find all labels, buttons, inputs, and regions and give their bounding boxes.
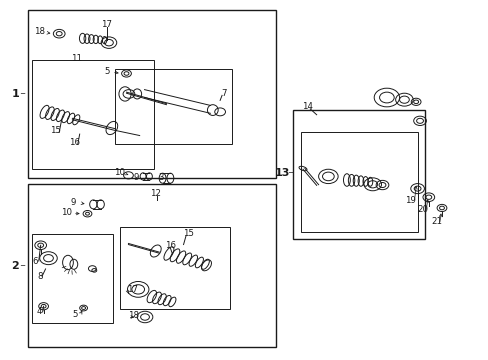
Text: 13: 13: [274, 168, 289, 178]
Text: 15: 15: [183, 229, 194, 238]
Text: 16: 16: [69, 138, 80, 147]
Text: 18: 18: [127, 311, 139, 320]
Bar: [120, 226, 229, 309]
Text: 5: 5: [72, 310, 78, 319]
Bar: [300, 132, 417, 232]
Text: 20: 20: [416, 205, 427, 214]
Text: 19: 19: [404, 195, 415, 204]
Text: 16: 16: [164, 242, 176, 251]
Text: 10: 10: [113, 168, 124, 177]
Bar: [32, 234, 113, 323]
Text: 21: 21: [431, 217, 442, 226]
Bar: [293, 110, 424, 239]
Text: 9: 9: [133, 173, 139, 182]
Text: 15: 15: [50, 126, 61, 135]
Text: 3: 3: [159, 173, 164, 182]
Bar: [32, 60, 154, 169]
Text: 4: 4: [37, 307, 42, 316]
Text: 8: 8: [37, 271, 42, 280]
Text: 5: 5: [104, 67, 109, 76]
Text: 17: 17: [126, 284, 138, 293]
Text: 9: 9: [70, 198, 75, 207]
Text: 7: 7: [221, 89, 226, 98]
Text: 14: 14: [302, 102, 313, 111]
Bar: [27, 184, 276, 347]
Text: 17: 17: [102, 19, 112, 28]
Text: 11: 11: [71, 54, 81, 63]
Text: ─: ─: [287, 170, 291, 176]
Text: 10: 10: [61, 208, 71, 217]
Text: 6: 6: [32, 257, 38, 266]
Text: 2: 2: [11, 261, 19, 271]
Text: ─: ─: [20, 91, 25, 97]
Bar: [27, 10, 276, 178]
Bar: [115, 69, 232, 144]
Text: 1: 1: [11, 89, 19, 99]
Text: 12: 12: [150, 189, 161, 198]
Text: ─: ─: [20, 263, 25, 269]
Text: 18: 18: [34, 27, 45, 36]
